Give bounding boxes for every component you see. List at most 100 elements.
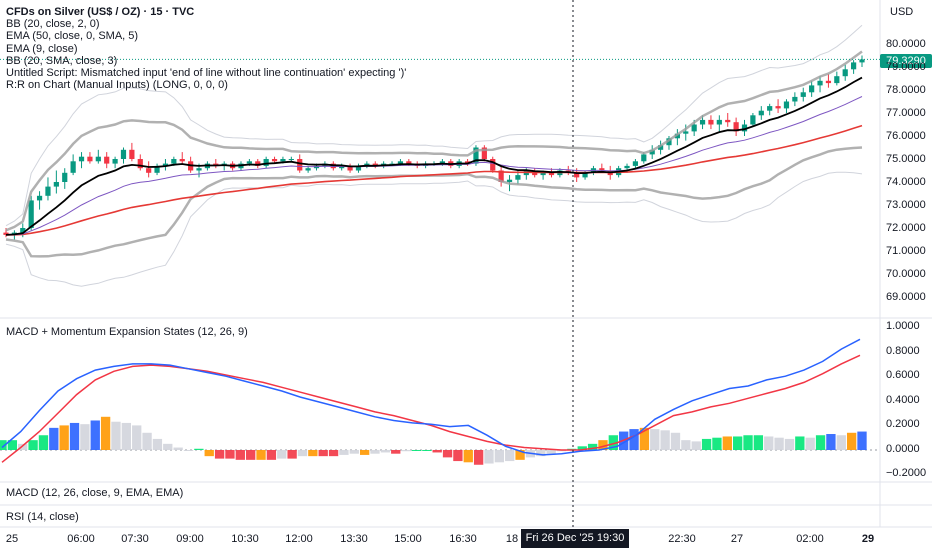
macd-histogram-bar [826,434,836,450]
candle-body [271,159,278,162]
candle-body [112,159,118,164]
macd-histogram-bar [214,450,225,459]
macd-histogram-bar [142,432,152,450]
macd-histogram-bar [691,441,701,450]
candle-body [699,119,706,125]
macd-histogram-bar [463,450,473,463]
macd-histogram-bar [328,450,339,457]
macd-histogram-bar [152,438,163,450]
candle-body [741,124,748,132]
candle-body [515,175,521,180]
candle-body [683,131,689,134]
candle-body [263,159,269,166]
candle-body [599,168,605,171]
macd-histogram-bar [587,443,598,450]
macd-tick: 0.8000 [886,345,920,357]
macd-histogram-bar [546,450,556,454]
macd-histogram-bar [59,425,69,450]
macd-tick: 0.6000 [886,369,920,381]
macd-histogram-bar [173,447,183,450]
indicator-untitled-script[interactable]: Untitled Script: Mismatched input 'end o… [6,67,407,80]
candle-body [20,228,26,233]
macd-histogram-bar [277,450,287,459]
candle-body [246,161,252,164]
macd-histogram-bar [235,450,245,460]
macd-histogram-bar [857,431,867,450]
macd-histogram-bar [287,450,297,459]
price-tick: 70.0000 [886,268,926,280]
candle-body [339,165,345,169]
indicator-rr[interactable]: R:R on Chart (Manual Inputs) (LONG, 0, 0… [6,79,228,92]
candle-body [62,172,68,182]
price-tick: 69.0000 [886,291,926,303]
macd-histogram-bar [28,440,38,450]
macd-histogram-bar [733,436,743,450]
macd-histogram-bar [784,438,795,450]
macd-histogram-bar [846,432,857,450]
indicator-ema-50[interactable]: EMA (50, close, 0, SMA, 5) [6,30,139,43]
time-tick: 27 [730,533,744,545]
candle-body [397,161,404,164]
macd-pane-title[interactable]: MACD + Momentum Expansion States (12, 26… [6,326,248,338]
candle-body [146,168,152,173]
macd-histogram-bar [422,450,432,451]
macd-line [1,338,861,456]
candle-body [137,159,143,169]
time-tick: 18 [505,533,519,545]
candle-body [372,163,378,166]
macd2-pane-title[interactable]: MACD (12, 26, close, 9, EMA, EMA) [6,487,184,499]
candle-body [498,170,504,182]
candle-body [783,101,790,109]
price-tick: 71.0000 [886,245,926,257]
price-tick: 79.0000 [886,61,926,73]
price-tick: 78.0000 [886,84,926,96]
candle-body [154,165,160,173]
macd-histogram-bar [90,420,100,450]
candle-body [825,80,832,84]
macd-histogram-bar [111,421,121,450]
macd-histogram-bar [246,450,256,460]
indicator-bb-2[interactable]: BB (20, SMA, close, 3) [6,54,118,67]
candle-body [36,195,43,201]
time-tick: 25 [5,533,19,545]
macd-histogram-bar [753,435,764,450]
macd-histogram-bar [308,450,318,457]
time-tick: 22:30 [668,533,696,545]
macd-histogram-bar [69,422,80,450]
symbol-title[interactable]: CFDs on Silver (US$ / OZ) · 15 · TVC [6,6,195,18]
price-tick: 76.0000 [886,130,926,142]
time-tick: 09:00 [176,533,204,545]
macd-histogram-bar [194,448,204,450]
macd-histogram-bar [183,450,194,451]
candle-body [28,200,34,228]
macd-tick: 0.0000 [886,443,920,455]
indicator-bb-1[interactable]: BB (20, close, 2, 0) [6,18,100,31]
price-tick: 80.0000 [886,38,926,50]
candle-body [624,165,630,169]
macd-histogram-bar [100,416,111,450]
candle-body [716,119,722,125]
rsi-pane-title[interactable]: RSI (14, close) [6,511,79,523]
candle-body [649,149,655,155]
time-tick: 29 [861,533,875,545]
macd-histogram-bar [380,450,391,453]
price-tick: 77.0000 [886,107,926,119]
crosshair-time-label: Fri 26 Dec '25 19:30 [521,529,629,548]
candle-body [95,156,101,162]
macd-histogram-bar [391,450,401,454]
candle-body [162,163,169,166]
macd-histogram-bar [266,450,277,460]
candle-body [859,59,865,63]
macd-signal-line [1,354,861,463]
macd-histogram-bar [80,424,90,450]
candle-body [691,124,697,132]
macd-histogram-bar [598,440,608,450]
macd-histogram-bar [132,425,142,450]
candle-body [179,159,185,162]
candle-body [834,76,840,84]
candle-body [196,168,202,171]
indicator-ema-9[interactable]: EMA (9, close) [6,42,78,55]
time-tick: 07:30 [121,533,149,545]
macd-histogram-bar [339,450,349,455]
